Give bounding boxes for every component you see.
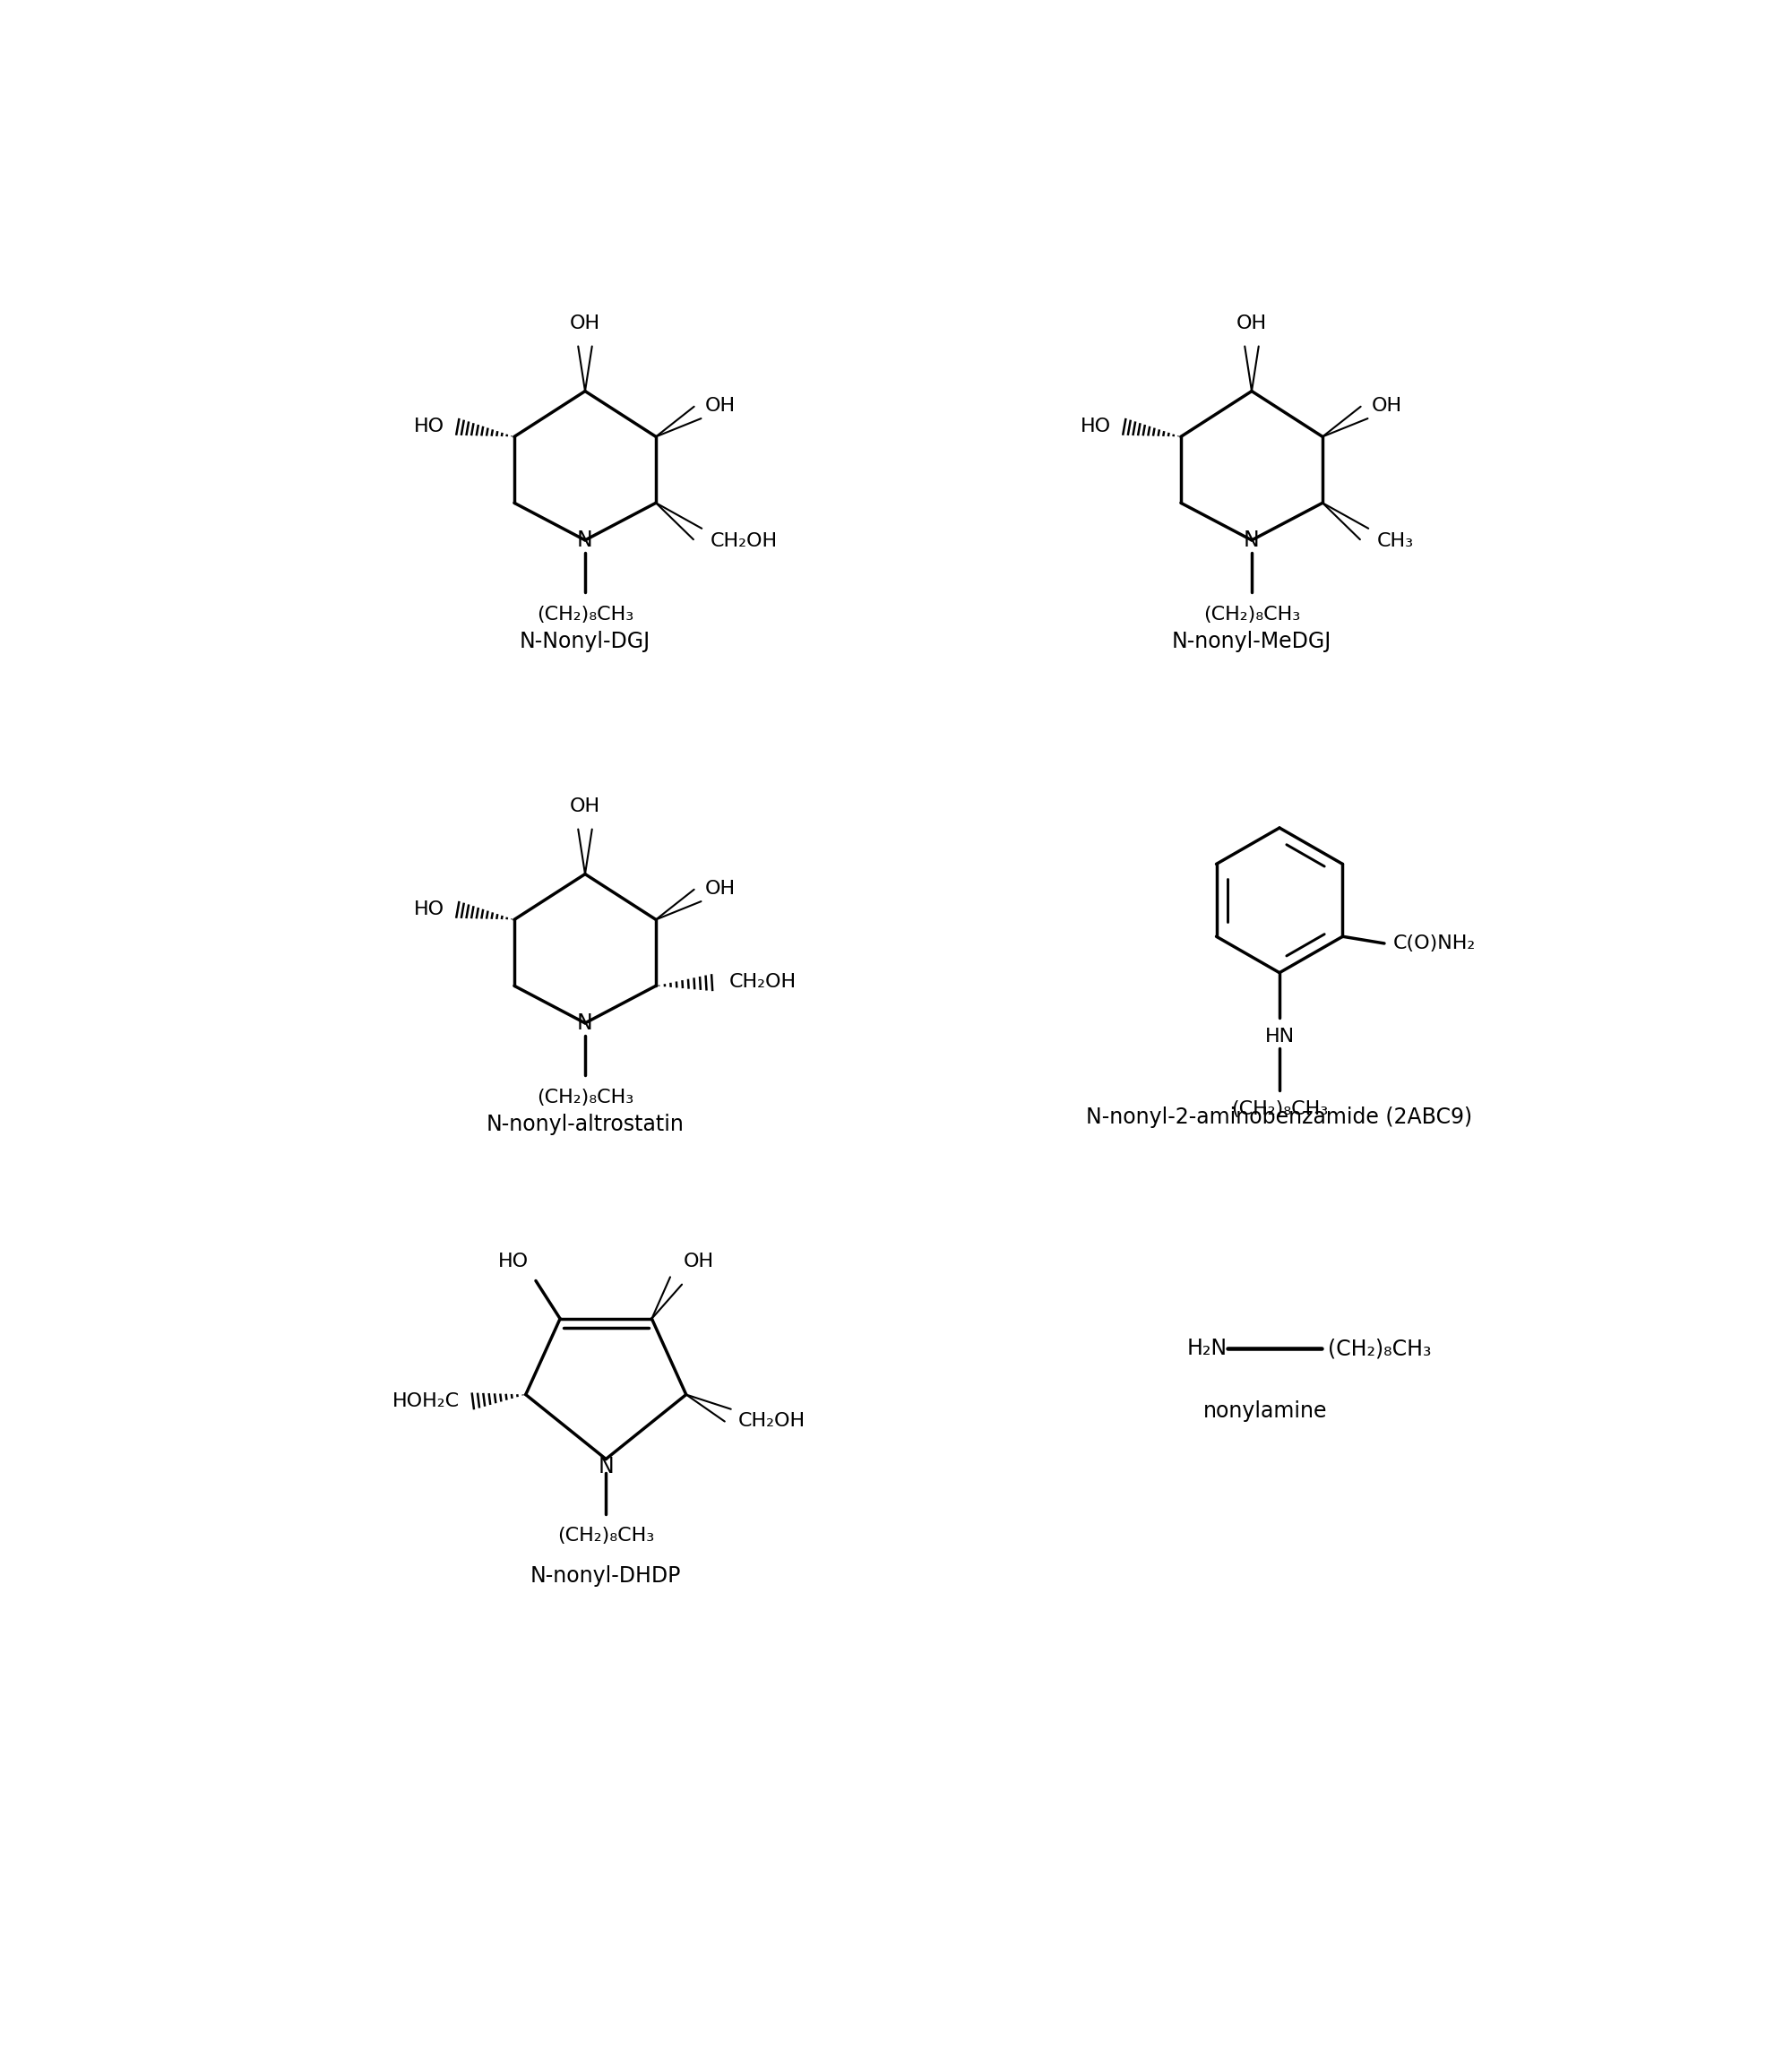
Text: OH: OH (1371, 397, 1401, 414)
Text: N: N (577, 1013, 593, 1033)
Text: (CH₂)₈CH₃: (CH₂)₈CH₃ (536, 605, 634, 624)
Text: (CH₂)₈CH₃: (CH₂)₈CH₃ (1202, 605, 1301, 624)
Text: CH₂OH: CH₂OH (729, 973, 796, 992)
Text: N-Nonyl-DGJ: N-Nonyl-DGJ (520, 632, 650, 652)
Text: N: N (599, 1455, 615, 1478)
Text: nonylamine: nonylamine (1204, 1399, 1328, 1422)
Text: HOH₂C: HOH₂C (392, 1393, 461, 1410)
Text: OH: OH (683, 1253, 713, 1270)
Text: OH: OH (704, 879, 735, 897)
Text: CH₂OH: CH₂OH (710, 531, 778, 549)
Text: (CH₂)₈CH₃: (CH₂)₈CH₃ (557, 1527, 654, 1546)
Text: N-nonyl-DHDP: N-nonyl-DHDP (530, 1566, 681, 1587)
Text: OH: OH (570, 315, 600, 333)
Text: (CH₂)₈CH₃: (CH₂)₈CH₃ (536, 1089, 634, 1107)
Text: OH: OH (1236, 315, 1267, 333)
Text: HO: HO (414, 899, 444, 918)
Text: HO: HO (1081, 418, 1111, 436)
Text: CH₂OH: CH₂OH (738, 1412, 806, 1430)
Text: H₂N: H₂N (1186, 1338, 1228, 1360)
Text: N-nonyl-2-aminobenzamide (2ABC9): N-nonyl-2-aminobenzamide (2ABC9) (1086, 1107, 1473, 1128)
Text: C(O)NH₂: C(O)NH₂ (1392, 934, 1475, 953)
Text: N: N (1244, 529, 1260, 552)
Text: HN: HN (1265, 1027, 1294, 1045)
Text: N-nonyl-MeDGJ: N-nonyl-MeDGJ (1172, 632, 1331, 652)
Text: N-nonyl-altrostatin: N-nonyl-altrostatin (486, 1113, 685, 1136)
Text: (CH₂)₈CH₃: (CH₂)₈CH₃ (1328, 1338, 1432, 1360)
Text: HO: HO (414, 418, 444, 436)
Text: CH₃: CH₃ (1376, 531, 1414, 549)
Text: OH: OH (704, 397, 735, 414)
Text: (CH₂)₈CH₃: (CH₂)₈CH₃ (1231, 1101, 1328, 1117)
Text: N: N (577, 529, 593, 552)
Text: OH: OH (570, 799, 600, 815)
Text: HO: HO (498, 1253, 529, 1270)
